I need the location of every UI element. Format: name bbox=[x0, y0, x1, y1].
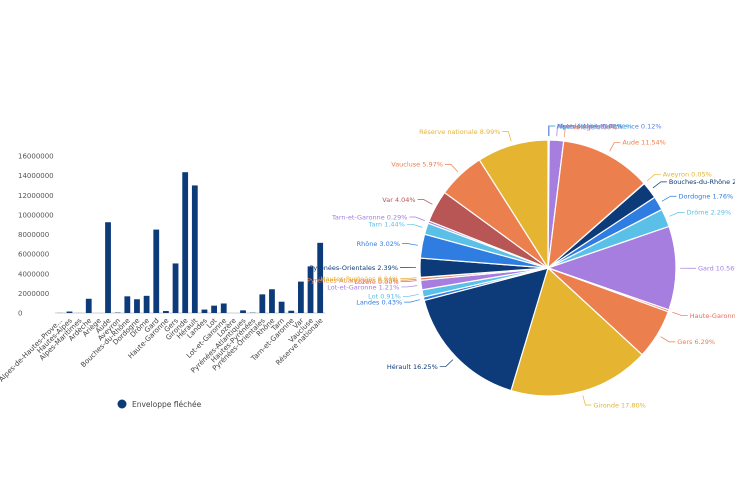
pie-data-label: Hautes-Alpes 0.02% bbox=[557, 122, 623, 130]
pie-leader-line bbox=[548, 125, 556, 137]
pie-data-label: Hérault 16.25% bbox=[387, 363, 438, 371]
pie-data-label: Aveyron 0.05% bbox=[663, 171, 712, 179]
bar[interactable] bbox=[134, 299, 140, 313]
pie-data-label: Tarn-et-Garonne 0.29% bbox=[331, 213, 408, 221]
pie-leader-line bbox=[609, 142, 621, 152]
pie-data-label: Var 4.04% bbox=[382, 196, 415, 204]
legend-marker[interactable] bbox=[117, 399, 127, 409]
pie-data-label: Lot 0.91% bbox=[368, 293, 401, 301]
pie-data-label: Gironde 17.80% bbox=[593, 401, 645, 409]
bar[interactable] bbox=[317, 242, 324, 313]
pie-data-label: Vaucluse 5.97% bbox=[391, 161, 443, 169]
bar[interactable] bbox=[288, 310, 295, 313]
pie-data-label: Drôme 2.29% bbox=[687, 209, 732, 217]
pie-leader-line bbox=[401, 285, 418, 288]
pie-data-label: Pyrénées-Atlantiques 0.33% bbox=[307, 276, 399, 284]
pie-data-label: Lozère 0.00% bbox=[355, 278, 399, 286]
bar[interactable] bbox=[211, 305, 217, 313]
pie-leader-line bbox=[400, 280, 417, 282]
pie-leader-line bbox=[406, 223, 423, 228]
bar[interactable] bbox=[269, 289, 275, 313]
bar[interactable] bbox=[153, 229, 160, 313]
y-tick-label: 16000000 bbox=[18, 153, 54, 161]
pie-leader-line bbox=[400, 277, 417, 279]
pie-data-label: Alpes-de-Haute-Provence 0.12% bbox=[557, 122, 662, 130]
pie-slice[interactable] bbox=[547, 140, 645, 270]
bar[interactable] bbox=[201, 309, 208, 313]
bar[interactable] bbox=[66, 311, 73, 313]
pie-leader-line bbox=[563, 126, 572, 138]
pie-leader-line bbox=[439, 359, 454, 367]
pie-data-label: Bouches-du-Rhône 2.13% bbox=[669, 178, 735, 186]
y-tick-label: 8000000 bbox=[18, 231, 49, 239]
bar[interactable] bbox=[298, 281, 304, 313]
y-tick-label: 6000000 bbox=[18, 251, 49, 259]
pie-leader-line bbox=[582, 395, 592, 406]
bar[interactable] bbox=[278, 301, 285, 313]
pie-leader-line bbox=[417, 199, 433, 205]
pie-data-label: Alpes-Maritimes 0.01% bbox=[557, 122, 632, 130]
y-tick-label: 14000000 bbox=[18, 172, 54, 180]
pie-leader-line bbox=[672, 311, 688, 316]
y-tick-label: 2000000 bbox=[18, 290, 49, 298]
bar[interactable] bbox=[259, 294, 266, 313]
pie-slice[interactable] bbox=[423, 267, 549, 392]
bar[interactable] bbox=[143, 295, 150, 313]
bar[interactable] bbox=[182, 172, 189, 313]
pie-data-label: Landes 0.43% bbox=[356, 298, 402, 306]
bar[interactable] bbox=[105, 222, 111, 313]
bar[interactable] bbox=[172, 263, 179, 313]
pie-data-label: Lot-et-Garonne 1.21% bbox=[327, 283, 399, 291]
y-tick-label: 0 bbox=[18, 310, 22, 318]
pie-data-label: Gers 6.29% bbox=[677, 338, 715, 346]
pie-data-label: Rhône 3.02% bbox=[357, 240, 400, 248]
bar[interactable] bbox=[85, 298, 92, 313]
pie-leader-line bbox=[502, 131, 512, 142]
pie-data-label: Aude 11.54% bbox=[622, 139, 666, 147]
pie-slice[interactable] bbox=[510, 266, 643, 397]
bar[interactable] bbox=[240, 310, 246, 313]
y-tick-label: 12000000 bbox=[18, 192, 54, 200]
pie-data-label: Ariège 0.00% bbox=[573, 123, 617, 131]
bar[interactable] bbox=[124, 296, 131, 313]
bar[interactable] bbox=[307, 266, 314, 313]
pie-data-label: Hautes-Pyrénées 0.04% bbox=[321, 275, 399, 283]
pie-leader-line bbox=[404, 299, 420, 303]
pie-leader-line bbox=[402, 293, 419, 297]
pie-data-label: Haute-Garonne 0.25% bbox=[690, 312, 735, 320]
legend-label[interactable]: Enveloppe fléchée bbox=[132, 400, 202, 409]
pie-leader-line bbox=[660, 336, 676, 343]
pie-data-label: Ardèche 1.81% bbox=[565, 123, 615, 131]
pie-slice[interactable] bbox=[478, 139, 549, 271]
pie-leader-line bbox=[646, 173, 661, 182]
pie-leader-line bbox=[409, 216, 425, 221]
pie-leader-line bbox=[669, 212, 685, 217]
bar[interactable] bbox=[163, 311, 169, 313]
pie-leader-line bbox=[661, 195, 677, 202]
pie-leader-line bbox=[548, 125, 556, 137]
pie-leader-line bbox=[402, 243, 419, 246]
pie-data-label: Pyrénées-Orientales 2.39% bbox=[310, 264, 398, 272]
pie-data-label: Gard 10.56% bbox=[698, 265, 735, 273]
pie-slice[interactable] bbox=[546, 225, 677, 311]
pie-leader-line bbox=[444, 164, 459, 172]
pie-leader-line bbox=[556, 125, 564, 137]
pie-data-label: Tarn 1.44% bbox=[368, 221, 405, 229]
pie-leader-line bbox=[652, 181, 667, 189]
pie-leader-line bbox=[400, 278, 417, 281]
bar[interactable] bbox=[191, 185, 198, 313]
pie-data-label: Dordogne 1.76% bbox=[679, 193, 734, 201]
y-tick-label: 10000000 bbox=[18, 211, 54, 219]
bar[interactable] bbox=[220, 303, 227, 313]
pie-data-label: Réserve nationale 8.99% bbox=[419, 128, 500, 136]
y-tick-label: 4000000 bbox=[18, 270, 49, 278]
